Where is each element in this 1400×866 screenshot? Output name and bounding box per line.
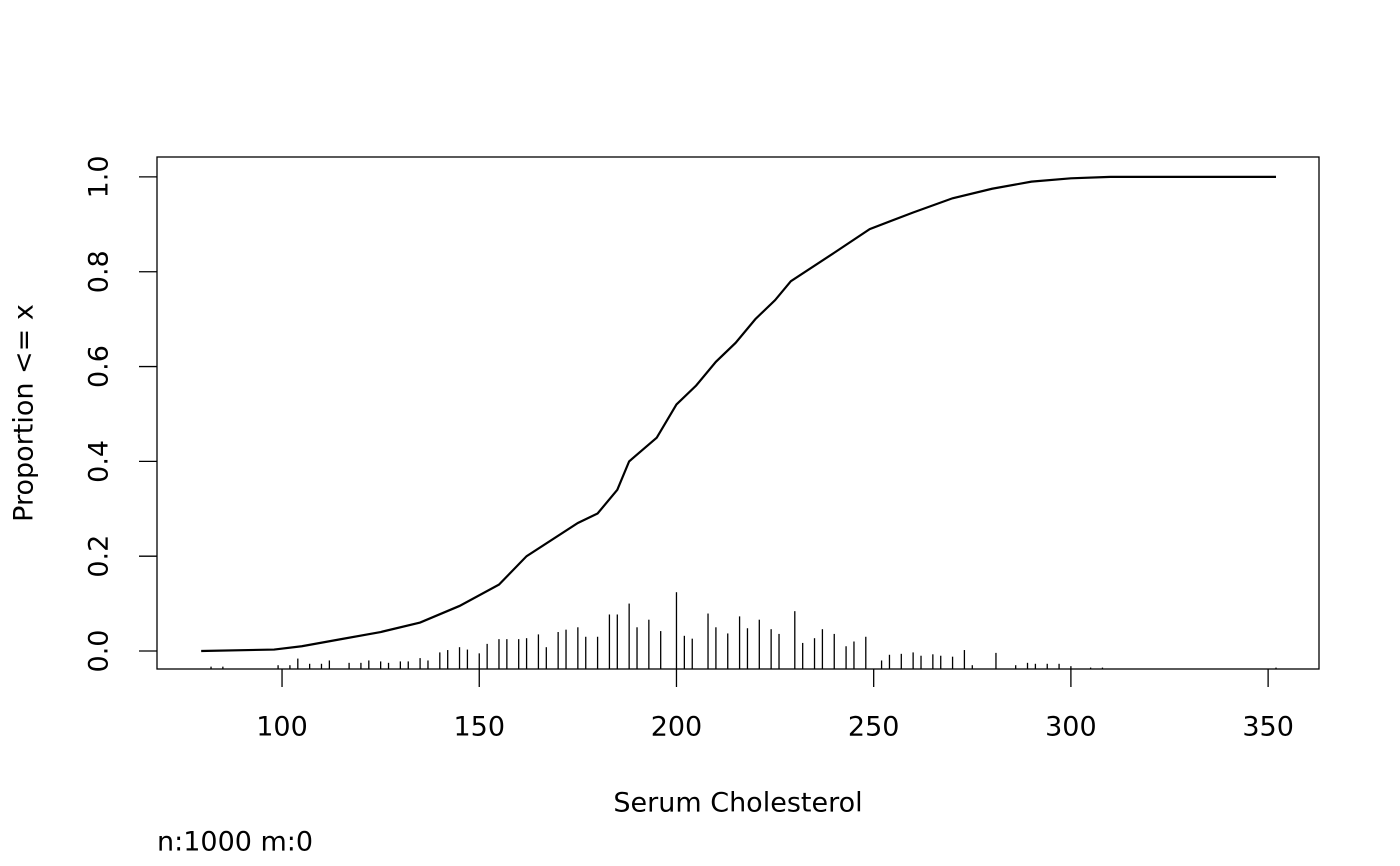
plot-frame: [156, 156, 1320, 670]
x-tick-label: 150: [453, 712, 505, 743]
x-tick-label: 300: [1045, 712, 1097, 743]
footnote: n:1000 m:0: [157, 827, 313, 858]
x-tick-label: 200: [651, 712, 703, 743]
x-tick-label: 100: [256, 712, 308, 743]
x-tick-label: 350: [1242, 712, 1294, 743]
x-tick-label: 250: [848, 712, 900, 743]
y-tick-label: 1.0: [84, 155, 115, 198]
y-tick-label: 0.2: [84, 535, 115, 578]
y-tick-label: 0.4: [84, 440, 115, 483]
y-tick-label: 0.8: [84, 250, 115, 293]
ecdf-line: [201, 175, 1277, 653]
y-tick-label: 0.6: [84, 345, 115, 388]
y-axis-label: Proportion <= x: [9, 304, 40, 522]
y-tick-label: 0.0: [84, 630, 115, 673]
x-axis-label: Serum Cholesterol: [613, 788, 862, 819]
